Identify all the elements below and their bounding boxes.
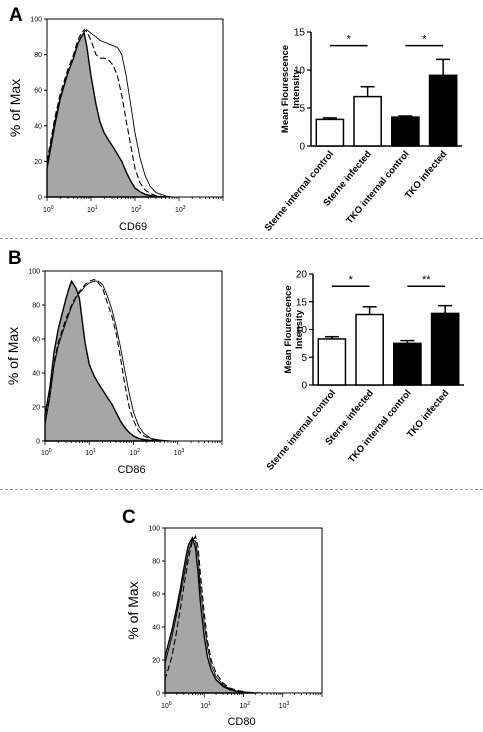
bar-y-tick-label-1-15: 15 xyxy=(296,297,308,308)
histogram-series-dashed-1 xyxy=(44,278,171,442)
bar-y-tick-label-1-10: 10 xyxy=(296,325,308,336)
bar-y-tick-label-1-5: 5 xyxy=(301,353,307,364)
histogram-series-filled-0 xyxy=(46,31,166,198)
bar-y-axis-title-1: Mean FlourescenceIntensity xyxy=(283,285,305,373)
y-tick-label-2-40: 40 xyxy=(152,625,160,632)
x-tick-label-1-3: 103 xyxy=(174,448,185,457)
y-tick-label-1-0: 0 xyxy=(36,439,40,446)
panel-divider-top xyxy=(0,238,483,239)
bar-y-tick-label-1-0: 0 xyxy=(301,381,307,392)
histogram-series-solid-0 xyxy=(46,29,173,198)
significance-mark-0-1: * xyxy=(422,34,427,46)
y-tick-label-1-20: 20 xyxy=(32,405,40,412)
category-label-0-0: Sterne internal control xyxy=(263,149,337,234)
x-tick-label-2-2: 102 xyxy=(240,701,251,710)
panel-letter-b: B xyxy=(8,248,22,269)
bar-y-tick-label-1-20: 20 xyxy=(296,270,308,281)
x-tick-label-1-2: 102 xyxy=(130,448,141,457)
x-tick-label-2-0: 100 xyxy=(161,701,172,710)
significance-mark-1-1: ** xyxy=(422,274,431,286)
histogram-series-dashed-0 xyxy=(46,28,166,198)
y-axis-title-1: % of Max xyxy=(5,327,21,385)
y-tick-label-0-80: 80 xyxy=(34,52,42,59)
y-tick-label-0-100: 100 xyxy=(30,17,42,24)
histogram-series-dashed-2 xyxy=(164,534,263,694)
x-axis-title-1: CD86 xyxy=(117,464,145,476)
panel-letter-c: C xyxy=(122,507,136,528)
y-tick-label-1-100: 100 xyxy=(28,269,40,276)
x-tick-label-2-1: 101 xyxy=(200,701,211,710)
x-tick-label-1-1: 101 xyxy=(85,448,96,457)
bar-0-2 xyxy=(391,116,420,147)
y-tick-label-1-40: 40 xyxy=(32,371,40,378)
panel-letter-a: A xyxy=(9,5,23,26)
bar-0-1 xyxy=(353,95,382,147)
y-tick-label-1-60: 60 xyxy=(32,337,40,344)
bar-1-0 xyxy=(317,338,347,386)
category-label-1-2: TKO internal control xyxy=(346,388,413,465)
category-label-1-0: Sterne internal control xyxy=(265,388,339,473)
y-tick-label-2-0: 0 xyxy=(156,691,160,698)
bar-y-tick-label-0-0: 0 xyxy=(299,142,305,153)
bar-y-tick-label-0-5: 5 xyxy=(299,104,305,115)
y-tick-label-0-0: 0 xyxy=(38,195,42,202)
y-tick-label-2-20: 20 xyxy=(152,658,160,665)
histogram-series-solid-1 xyxy=(44,280,171,442)
histogram-series-solid-2 xyxy=(164,538,256,694)
panel-divider-bottom xyxy=(0,489,483,490)
bar-y-tick-label-0-10: 10 xyxy=(294,66,306,77)
x-axis-title-0: CD69 xyxy=(119,221,147,233)
x-tick-label-0-3: 103 xyxy=(175,205,186,214)
y-tick-label-2-100: 100 xyxy=(148,526,160,533)
y-axis-title-0: % of Max xyxy=(7,79,23,137)
bar-1-2 xyxy=(393,342,422,386)
x-tick-label-1-0: 100 xyxy=(41,448,52,457)
x-tick-label-0-0: 100 xyxy=(43,205,54,214)
bar-y-axis-title-0: Mean FlourescenceIntensity xyxy=(280,45,302,133)
y-tick-label-0-60: 60 xyxy=(34,88,42,95)
x-tick-label-0-1: 101 xyxy=(87,205,98,214)
y-tick-label-2-60: 60 xyxy=(152,592,160,599)
bar-1-3 xyxy=(430,312,460,386)
y-tick-label-1-80: 80 xyxy=(32,303,40,310)
histogram-series-filled-2 xyxy=(164,536,256,694)
significance-mark-1-0: * xyxy=(349,274,354,286)
bar-y-tick-label-0-15: 15 xyxy=(294,28,306,39)
x-tick-label-2-3: 103 xyxy=(279,701,290,710)
category-label-0-2: TKO internal control xyxy=(344,149,411,226)
y-tick-label-0-20: 20 xyxy=(34,159,42,166)
significance-mark-0-0: * xyxy=(347,34,352,46)
y-tick-label-0-40: 40 xyxy=(34,123,42,130)
y-axis-title-2: % of Max xyxy=(125,581,141,639)
x-tick-label-0-2: 102 xyxy=(131,205,142,214)
x-axis-title-2: CD80 xyxy=(227,716,255,728)
histogram-series-filled-1 xyxy=(44,279,161,442)
bar-0-0 xyxy=(315,118,345,147)
bar-1-1 xyxy=(355,313,384,386)
y-tick-label-2-80: 80 xyxy=(152,559,160,566)
bar-0-3 xyxy=(428,74,458,147)
